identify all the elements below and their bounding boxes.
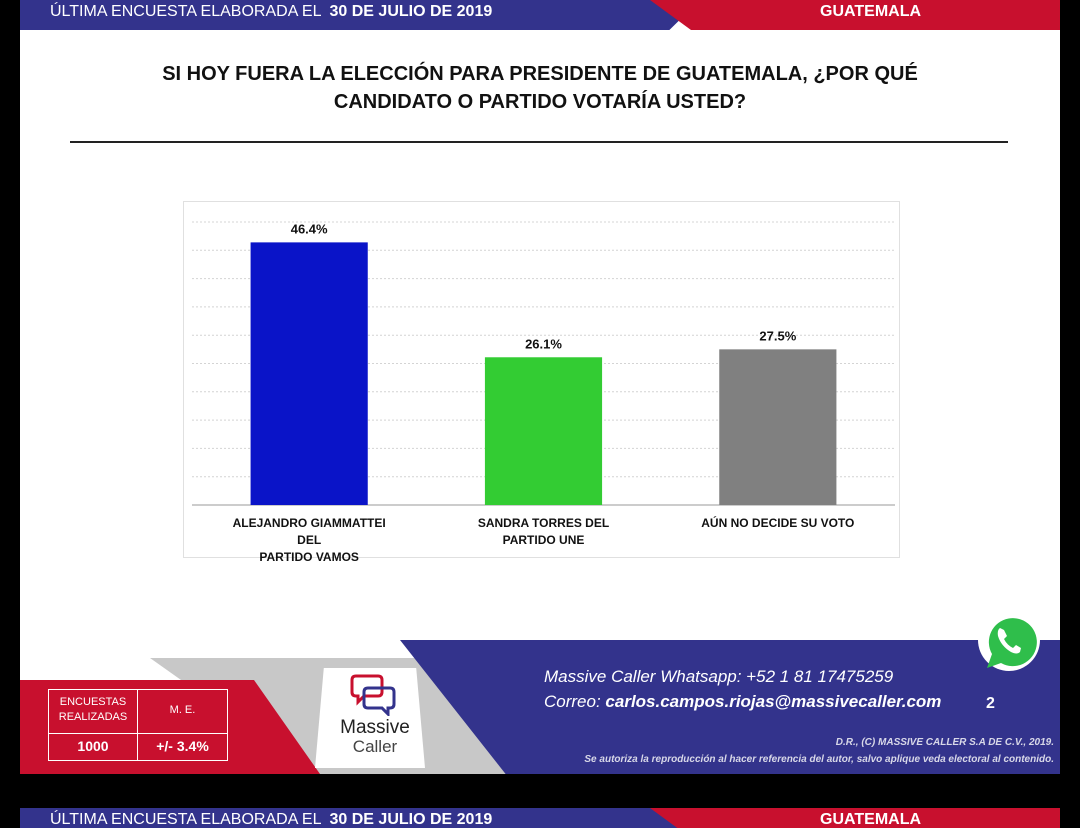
- category-label-1: ALEJANDRO GIAMMATTEI DEL PARTIDO VAMOS: [229, 515, 389, 566]
- title-divider: [70, 141, 1008, 143]
- logo-panel: [315, 668, 425, 768]
- email-label: Correo:: [544, 692, 601, 711]
- copyright-line: D.R., (C) MASSIVE CALLER S.A DE C.V., 20…: [835, 737, 1054, 748]
- header-red-band: [650, 0, 1060, 30]
- surveys-value: 1000: [77, 738, 109, 754]
- chart-frame: [183, 201, 900, 558]
- next-header-red-band: [650, 808, 1060, 828]
- header-country: GUATEMALA: [820, 3, 922, 20]
- surveys-label-line-1: ENCUESTAS: [59, 696, 127, 708]
- bar-chart-svg: 46.4% 26.1% 27.5%: [183, 201, 900, 558]
- survey-slide: ÚLTIMA ENCUESTA ELABORADA EL 30 DE JULIO …: [20, 0, 1060, 774]
- category-label-line: ALEJANDRO GIAMMATTEI DEL: [232, 516, 386, 547]
- stats-horizontal-divider: [49, 733, 227, 734]
- next-header-left-text: ÚLTIMA ENCUESTA ELABORADA EL 30 DE JULIO …: [50, 811, 492, 828]
- bar-value-label-1: 46.4%: [291, 221, 328, 236]
- page-number: 2: [986, 695, 995, 712]
- margin-error-label: M. E.: [169, 704, 196, 716]
- next-header-label: ÚLTIMA ENCUESTA ELABORADA EL: [50, 811, 322, 828]
- whatsapp-contact: Massive Caller Whatsapp: +52 1 81 174752…: [544, 667, 894, 686]
- bar-2: [484, 357, 603, 505]
- logo-text-caller: Caller: [352, 737, 398, 756]
- surveys-label-line-2: REALIZADAS: [58, 711, 128, 723]
- page-title: SI HOY FUERA LA ELECCIÓN PARA PRESIDENTE…: [20, 60, 1060, 116]
- bar-3: [719, 349, 837, 505]
- surveys-label: ENCUESTAS REALIZADAS: [49, 695, 137, 725]
- massive-caller-logo-icon: [350, 674, 396, 716]
- header-left-text: ÚLTIMA ENCUESTA ELABORADA EL 30 DE JULIO …: [50, 3, 492, 21]
- bar-value-label-2: 26.1%: [525, 336, 562, 351]
- email-address[interactable]: carlos.campos.riojas@massivecaller.com: [605, 692, 942, 711]
- title-line-2: CANDIDATO O PARTIDO VOTARÍA USTED?: [333, 91, 747, 113]
- whatsapp-icon[interactable]: [973, 606, 1045, 678]
- bar-value-label-3: 27.5%: [759, 328, 796, 343]
- bar-chart: 46.4% 26.1% 27.5% ALEJANDRO GIAMMATTEI DEL…: [183, 201, 900, 564]
- bar-1: [250, 242, 368, 505]
- footer-blue-band: [400, 640, 1060, 774]
- margin-error-value: +/- 3.4%: [156, 738, 209, 754]
- next-header-blue-band: [20, 808, 700, 828]
- logo-text-massive: Massive: [340, 717, 410, 738]
- stats-vertical-divider: [137, 690, 138, 760]
- header-label: ÚLTIMA ENCUESTA ELABORADA EL: [50, 3, 322, 20]
- category-label-line: PARTIDO VAMOS: [259, 550, 359, 564]
- email-contact: Correo: carlos.campos.riojas@massivecall…: [544, 692, 941, 712]
- header-date: 30 DE JULIO DE 2019: [329, 3, 493, 20]
- category-label-3: AÚN NO DECIDE SU VOTO: [698, 515, 858, 532]
- next-header-date: 30 DE JULIO DE 2019: [329, 811, 493, 828]
- header-blue-band: [20, 0, 700, 30]
- category-label-line: AÚN NO DECIDE SU VOTO: [701, 516, 855, 530]
- reproduction-notice: Se autoriza la reproducción al hacer ref…: [584, 754, 1054, 765]
- next-header-country: GUATEMALA: [820, 811, 922, 828]
- next-slide-preview: ÚLTIMA ENCUESTA ELABORADA EL 30 DE JULIO …: [20, 808, 1060, 828]
- survey-stats-table: ENCUESTAS REALIZADAS M. E. 1000 +/- 3.4%: [48, 689, 228, 761]
- category-label-line: SANDRA TORRES DEL PARTIDO UNE: [477, 516, 610, 547]
- category-label-2: SANDRA TORRES DEL PARTIDO UNE: [464, 515, 624, 549]
- header-bar: ÚLTIMA ENCUESTA ELABORADA EL 30 DE JULIO …: [20, 0, 1060, 30]
- title-line-1: SI HOY FUERA LA ELECCIÓN PARA PRESIDENTE…: [162, 63, 918, 85]
- next-header-bar: ÚLTIMA ENCUESTA ELABORADA EL 30 DE JULIO …: [20, 808, 1060, 828]
